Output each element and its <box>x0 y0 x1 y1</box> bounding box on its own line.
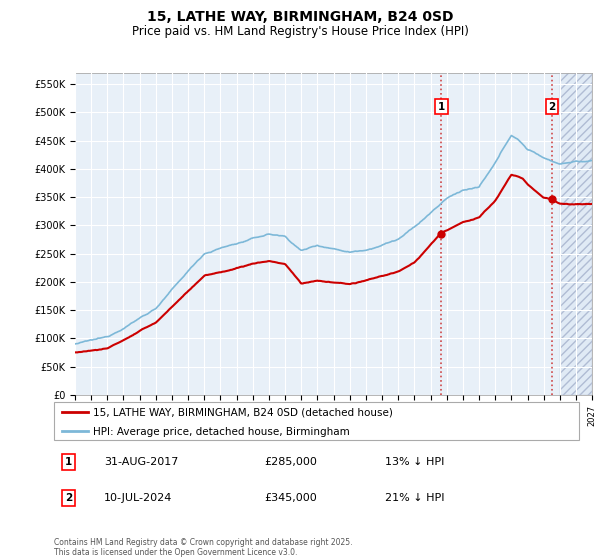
Text: Contains HM Land Registry data © Crown copyright and database right 2025.
This d: Contains HM Land Registry data © Crown c… <box>54 538 353 557</box>
Text: 10-JUL-2024: 10-JUL-2024 <box>104 493 172 503</box>
Text: Price paid vs. HM Land Registry's House Price Index (HPI): Price paid vs. HM Land Registry's House … <box>131 25 469 38</box>
Text: 13% ↓ HPI: 13% ↓ HPI <box>385 457 444 467</box>
Text: 2: 2 <box>65 493 73 503</box>
Text: 21% ↓ HPI: 21% ↓ HPI <box>385 493 444 503</box>
Text: £285,000: £285,000 <box>264 457 317 467</box>
Text: 1: 1 <box>438 102 445 111</box>
Text: 15, LATHE WAY, BIRMINGHAM, B24 0SD: 15, LATHE WAY, BIRMINGHAM, B24 0SD <box>147 10 453 24</box>
Text: 2: 2 <box>548 102 556 111</box>
Bar <box>560 73 592 395</box>
Text: 1: 1 <box>65 457 73 467</box>
Text: 31-AUG-2017: 31-AUG-2017 <box>104 457 178 467</box>
Bar <box>560 73 592 395</box>
Text: 15, LATHE WAY, BIRMINGHAM, B24 0SD (detached house): 15, LATHE WAY, BIRMINGHAM, B24 0SD (deta… <box>94 407 393 417</box>
Text: HPI: Average price, detached house, Birmingham: HPI: Average price, detached house, Birm… <box>94 427 350 437</box>
Text: £345,000: £345,000 <box>264 493 317 503</box>
